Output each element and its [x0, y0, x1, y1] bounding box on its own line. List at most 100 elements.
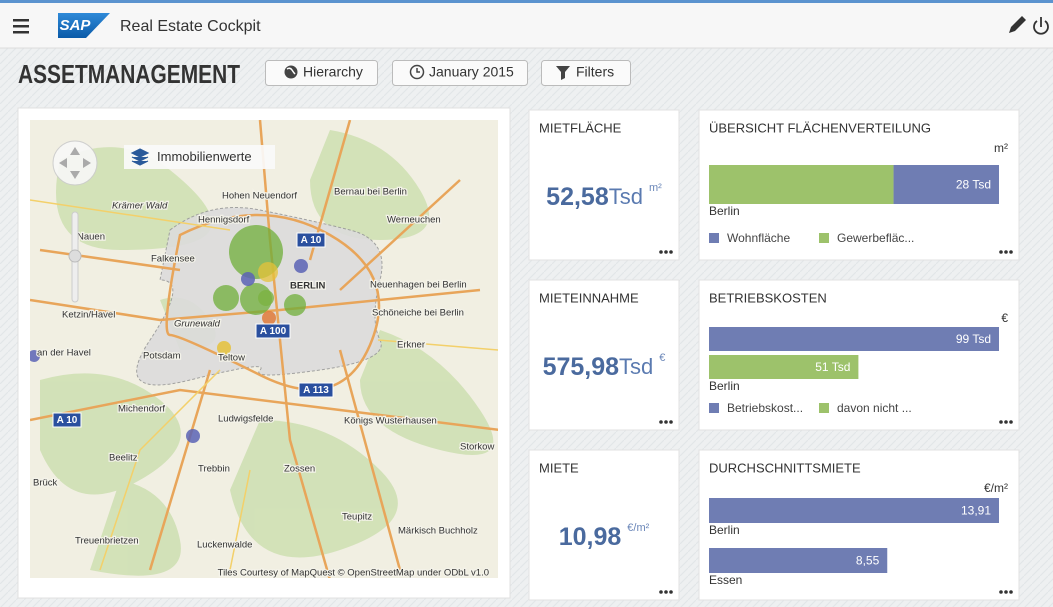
- kpi-number: 52,58: [546, 183, 609, 211]
- kpi-unit: €/m²: [627, 522, 649, 534]
- place-label: Luckenwalde: [197, 540, 252, 551]
- tiles: MIETFLÄCHE 52,58Tsd m² MIETEINNAHME 575,98Ts…: [528, 109, 1020, 601]
- place-label: Königs Wusterhausen: [344, 416, 437, 427]
- place-label: Hohen Neuendorf: [222, 191, 297, 202]
- date-button[interactable]: January 2015: [392, 60, 528, 86]
- map[interactable]: Hohen Neuendorf Bernau bei Berlin Hennig…: [28, 120, 500, 580]
- more-dot: [659, 250, 663, 254]
- place-label: Erkner: [397, 340, 425, 351]
- category-label: Berlin: [709, 204, 740, 218]
- legend-label: Wohnfläche: [727, 231, 790, 245]
- filters-button[interactable]: Filters: [541, 60, 631, 86]
- road-sign: A 10: [57, 415, 78, 426]
- place-label: Teltow: [218, 353, 245, 364]
- place-label: Storkow: [460, 442, 494, 453]
- edit-icon[interactable]: [1009, 16, 1026, 33]
- more-dot: [664, 420, 668, 424]
- sap-logo: [58, 13, 110, 38]
- menu-button[interactable]: [13, 19, 29, 34]
- button-label: Hierarchy: [303, 64, 363, 80]
- layer-toggle[interactable]: Immobilienwerte: [124, 145, 275, 169]
- bar: [709, 165, 894, 204]
- place-label: Trebbin: [198, 464, 230, 475]
- map-nav-control[interactable]: [52, 140, 98, 303]
- more-dot: [669, 590, 673, 594]
- map-attribution: Tiles Courtesy of MapQuest © OpenStreetM…: [218, 568, 489, 579]
- bar-value-label: 99 Tsd: [956, 332, 991, 346]
- kpi-unit: €: [659, 352, 665, 364]
- place-label: Beelitz: [109, 453, 138, 464]
- place-label: Falkensee: [151, 254, 195, 265]
- place-label: Potsdam: [143, 351, 181, 362]
- place-label: Schöneiche bei Berlin: [372, 308, 464, 319]
- bar-tile: [698, 449, 1020, 601]
- road-sign: A 10: [301, 235, 322, 246]
- kpi-tile: [528, 109, 680, 261]
- more-dot: [669, 250, 673, 254]
- tile-title: MIETFLÄCHE: [539, 120, 622, 135]
- more-dot: [999, 250, 1003, 254]
- kpi-value: 52,58Tsd m²: [546, 182, 662, 211]
- legend-swatch: [709, 403, 719, 413]
- place-label: Grunewald: [174, 319, 221, 330]
- place-label: Märkisch Buchholz: [398, 526, 478, 537]
- legend-label: Betriebskost...: [727, 401, 803, 415]
- place-label: Bernau bei Berlin: [334, 187, 407, 198]
- more-dot: [1009, 590, 1013, 594]
- button-label: Filters: [576, 64, 614, 80]
- place-label: BERLIN: [290, 281, 326, 292]
- more-dot: [659, 590, 663, 594]
- map-bubbles[interactable]: [28, 225, 308, 443]
- kpi-value: 575,98Tsd €: [543, 352, 666, 381]
- hierarchy-button[interactable]: Hierarchy: [265, 60, 378, 86]
- legend-swatch: [819, 403, 829, 413]
- kpi-number: 575,98: [543, 353, 620, 381]
- more-dot: [999, 420, 1003, 424]
- place-label: Hennigsdorf: [198, 215, 250, 226]
- app-title: Real Estate Cockpit: [120, 18, 261, 35]
- more-dot: [1009, 420, 1013, 424]
- header-accent: [0, 0, 1053, 3]
- place-label: Michendorf: [118, 404, 165, 415]
- kpi-scale: Tsd: [609, 184, 643, 209]
- place-label: Ketzin/Havel: [62, 310, 115, 321]
- category-label: Berlin: [709, 379, 740, 393]
- kpi-tile: [528, 449, 680, 601]
- place-label: Werneuchen: [387, 215, 441, 226]
- category-label: Essen: [709, 573, 742, 587]
- legend-swatch: [819, 233, 829, 243]
- place-label: Ludwigsfelde: [218, 414, 273, 425]
- place-label: Teupitz: [342, 512, 372, 523]
- logo-text: SAP: [60, 17, 92, 34]
- road-sign: A 100: [260, 326, 287, 337]
- more-dot: [664, 250, 668, 254]
- unit-label: €/m²: [984, 481, 1008, 495]
- power-icon[interactable]: [1033, 17, 1049, 35]
- kpi-unit: m²: [649, 182, 662, 194]
- more-dot: [664, 590, 668, 594]
- button-label: January 2015: [429, 64, 514, 80]
- legend-swatch: [709, 233, 719, 243]
- kpi-number: 10,98: [559, 523, 622, 551]
- bar: [709, 355, 859, 379]
- more-dot: [1004, 420, 1008, 424]
- place-label: Neuenhagen bei Berlin: [370, 280, 467, 291]
- tile-title: BETRIEBSKOSTEN: [709, 290, 827, 305]
- unit-label: €: [1001, 311, 1008, 325]
- unit-label: m²: [994, 141, 1008, 155]
- legend-label: Gewerbefläc...: [837, 231, 914, 245]
- bar-value-label: 13,91: [961, 504, 991, 518]
- map-labels: Hohen Neuendorf Bernau bei Berlin Hennig…: [32, 185, 496, 552]
- category-label: Berlin: [709, 523, 740, 537]
- place-label: Nauen: [77, 232, 105, 243]
- kpi-value: 10,98 €/m²: [559, 522, 650, 551]
- bar-value-label: 8,55: [856, 554, 880, 568]
- more-dot: [999, 590, 1003, 594]
- place-label: Treuenbrietzen: [75, 536, 139, 547]
- more-dot: [669, 420, 673, 424]
- tile-title: MIETEINNAHME: [539, 290, 639, 305]
- place-label: an der Havel: [37, 348, 91, 359]
